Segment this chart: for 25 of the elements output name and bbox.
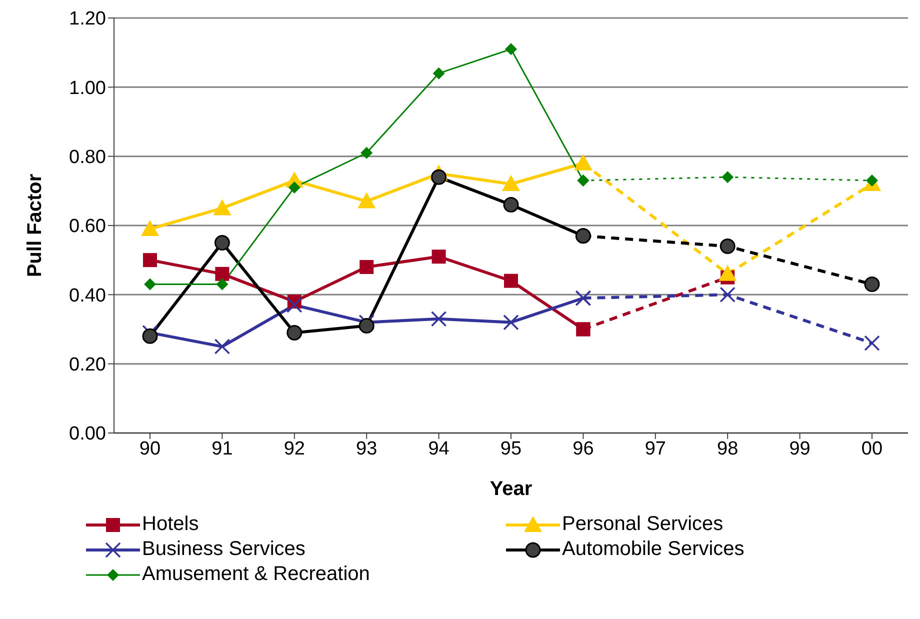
legend-label: Hotels [142,513,199,536]
x-tick-label: 98 [717,438,738,460]
legend-label: Business Services [142,538,306,561]
legend-label: Personal Services [562,513,724,536]
y-tick-label: 0.60 [69,216,106,238]
x-tick-label: 97 [644,438,666,460]
x-axis-title: Year [490,478,532,500]
x-tick-label: 95 [500,438,522,460]
y-tick-label: 1.20 [69,8,106,30]
y-tick-label: 1.00 [69,78,106,99]
legend-label: Amusement & Recreation [142,563,370,586]
y-tick-label: 0.00 [69,424,106,445]
y-tick-label: 0.40 [69,285,106,306]
x-tick-label: 96 [572,438,594,460]
x-tick-label: 90 [139,438,161,460]
x-tick-label: 00 [861,438,883,460]
y-tick-label: 0.20 [69,354,106,376]
x-tick-label: 99 [789,438,810,460]
x-tick-label: 93 [356,438,378,460]
x-tick-label: 92 [284,438,305,460]
x-tick-label: 91 [212,438,233,460]
x-tick-label: 94 [428,438,450,460]
y-tick-label: 0.80 [69,147,106,168]
legend-label: Automobile Services [562,538,744,561]
y-axis-title: Pull Factor [24,174,46,278]
